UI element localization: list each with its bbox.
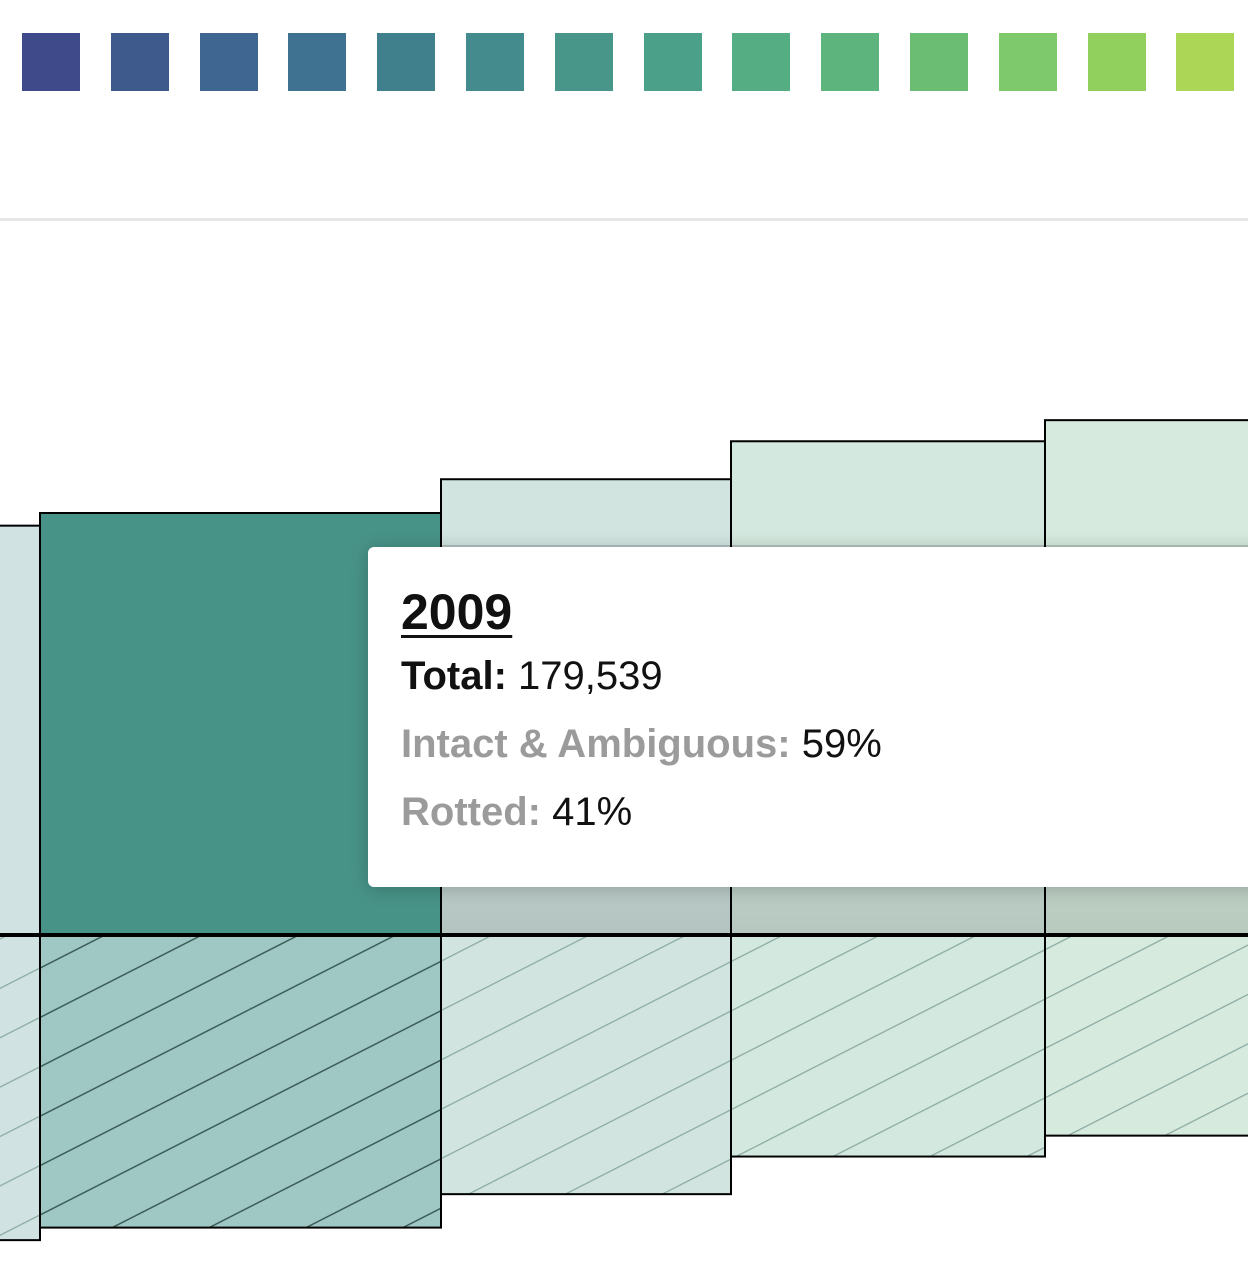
tooltip-year: 2009 bbox=[401, 584, 513, 640]
bar-rotted-hatch-next1 bbox=[440, 934, 732, 1196]
tooltip-intact-row: Intact & Ambiguous: 59% bbox=[401, 724, 1248, 764]
tooltip-total-value: 179,539 bbox=[518, 654, 663, 698]
legend-swatch bbox=[1087, 33, 1146, 91]
legend-swatch bbox=[377, 33, 436, 91]
bar-rotted-hatch-next2 bbox=[730, 934, 1046, 1158]
divider bbox=[0, 218, 1248, 221]
legend-swatch bbox=[732, 33, 791, 91]
legend-swatch bbox=[554, 33, 613, 91]
bar-rotted-hatch-prev bbox=[0, 934, 41, 1242]
legend-swatch bbox=[998, 33, 1057, 91]
bar-rotted-hatch-next3 bbox=[1044, 934, 1248, 1137]
legend-swatch bbox=[22, 33, 80, 91]
legend-swatch bbox=[199, 33, 258, 91]
tooltip-rotted-value: 41% bbox=[552, 790, 633, 834]
legend-swatch bbox=[910, 33, 968, 91]
tooltip-total-row: Total: 179,539 bbox=[401, 656, 1248, 696]
legend-swatch bbox=[110, 33, 169, 91]
tooltip-rotted-row: Rotted: 41% bbox=[401, 792, 1248, 832]
bar-intact-prev[interactable] bbox=[0, 524, 41, 936]
bar-rotted-hatch-2009 bbox=[39, 934, 442, 1229]
color-legend bbox=[0, 0, 1248, 120]
tooltip-intact-label: Intact & Ambiguous: bbox=[401, 722, 791, 766]
legend-swatch bbox=[1176, 33, 1235, 91]
tooltip-intact-value: 59% bbox=[801, 722, 882, 766]
tooltip-rotted-label: Rotted: bbox=[401, 790, 541, 834]
tooltip: 2009 Total: 179,539 Intact & Ambiguous: … bbox=[368, 547, 1248, 887]
legend-swatch bbox=[821, 33, 880, 91]
legend-swatch bbox=[466, 33, 524, 91]
legend-swatch bbox=[288, 33, 347, 91]
tooltip-total-label: Total: bbox=[401, 654, 507, 698]
legend-swatch bbox=[643, 33, 702, 91]
